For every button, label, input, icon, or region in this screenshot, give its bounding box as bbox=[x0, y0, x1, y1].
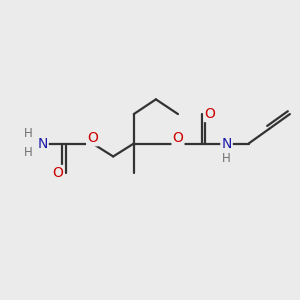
Text: N: N bbox=[221, 136, 232, 151]
Text: O: O bbox=[87, 131, 98, 145]
Text: H: H bbox=[23, 146, 32, 159]
Text: O: O bbox=[172, 131, 183, 145]
Text: N: N bbox=[37, 136, 48, 151]
Text: O: O bbox=[204, 107, 215, 121]
Text: O: O bbox=[52, 166, 63, 180]
Text: H: H bbox=[23, 127, 32, 140]
Text: H: H bbox=[222, 152, 231, 165]
